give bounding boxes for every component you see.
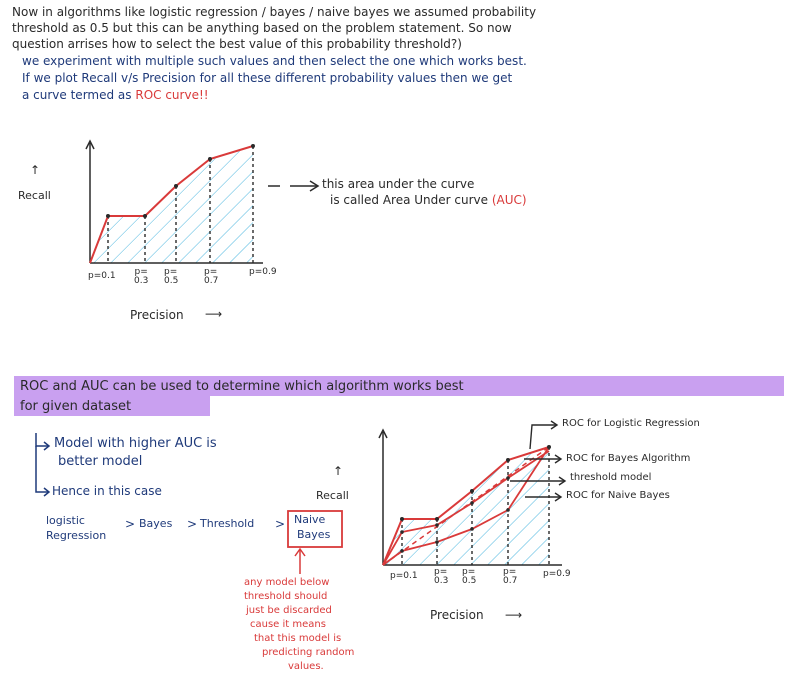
chart1-tick-2: p= 0.3 — [134, 267, 149, 286]
rank-logistic-2: Regression — [46, 529, 107, 542]
note-line-6: predicting random — [262, 647, 355, 658]
chart2-roc-naive — [382, 446, 550, 566]
chart2-points — [400, 445, 551, 553]
chart2-tick-3: p= 0.5 — [462, 567, 477, 586]
chart1-tick-4: p= 0.7 — [204, 267, 219, 286]
chart1 — [85, 139, 320, 264]
note-line-1: any model below — [244, 577, 330, 588]
point1-line-1: Model with higher AUC is — [54, 436, 217, 451]
rank-logistic-1: logistic — [46, 514, 85, 527]
rank-naive-2: Bayes — [297, 528, 331, 541]
rank-bayes: Bayes — [139, 517, 173, 530]
chart2-tick-2: p= 0.3 — [434, 567, 449, 586]
rank-gt-1: > — [125, 517, 136, 531]
heading-highlight-1 — [14, 376, 784, 396]
note-line-5: that this model is — [254, 633, 342, 644]
point1-line-2: better model — [58, 454, 143, 469]
note-line-2: threshold should — [244, 591, 328, 602]
note-line-3: just be discarded — [246, 605, 332, 616]
legend-bayes: ROC for Bayes Algorithm — [566, 453, 691, 464]
legend-naive: ROC for Naive Bayes — [566, 490, 670, 501]
naive-bayes-box — [287, 510, 343, 548]
chart2-tick-1: p=0.1 — [390, 571, 418, 581]
chart1-auc-area — [90, 146, 253, 263]
chart1-xlabel: Precision — [130, 308, 184, 322]
heading-highlight-2 — [14, 396, 210, 416]
chart2-legend-pointers — [510, 420, 567, 502]
legend-logistic: ROC for Logistic Regression — [562, 418, 700, 429]
chart2-tick-5: p=0.9 — [543, 569, 571, 579]
rank-gt-2: > — [187, 517, 198, 531]
chart1-tick-5: p=0.9 — [249, 267, 277, 277]
note-line-7: values. — [288, 661, 324, 672]
chart2-tick-4: p= 0.7 — [503, 567, 518, 586]
intro-line-2: threshold as 0.5 but this can be anythin… — [12, 21, 512, 35]
chart2-roc-bayes — [382, 450, 550, 566]
chart1-up-arrow: ↑ — [30, 163, 41, 177]
intro-line-4: we experiment with multiple such values … — [22, 54, 527, 68]
bullet-arrows — [35, 433, 51, 497]
intro-line-3: question arrises how to select the best … — [12, 37, 462, 51]
section2-heading-2: for given dataset — [20, 399, 132, 414]
auc-acronym: (AUC) — [491, 193, 527, 207]
rank-naive-1: Naive — [294, 513, 326, 526]
auc-note-line-2: is called Area Under curve (AUC) — [330, 193, 527, 207]
chart1-tick-3: p= 0.5 — [164, 267, 179, 286]
rank-threshold: Threshold — [200, 517, 255, 530]
intro-line-5: If we plot Recall v/s Precision for all … — [22, 71, 513, 85]
chart2-up-arrow: ↑ — [333, 464, 344, 478]
chart2 — [378, 420, 567, 566]
auc-note-line-1: this area under the curve — [322, 177, 475, 191]
chart2-ylabel: Recall — [316, 489, 349, 502]
chart1-ylabel: Recall — [18, 189, 51, 202]
rank-gt-3: > — [275, 517, 286, 531]
intro-line-6-prefix: a curve termed as — [22, 88, 132, 102]
note-line-4: cause it means — [250, 619, 326, 630]
chart1-x-arrow: ⟶ — [205, 307, 223, 321]
chart1-drop-lines — [107, 146, 254, 263]
roc-curve-highlight: ROC curve!! — [135, 88, 209, 102]
chart1-y-arrowhead — [85, 139, 95, 150]
intro-line-6: a curve termed as ROC curve!! — [22, 89, 209, 101]
chart1-points — [106, 144, 255, 218]
chart2-y-arrowhead — [378, 428, 388, 439]
chart2-x-arrow: ⟶ — [505, 608, 523, 622]
section2-heading-1: ROC and AUC can be used to determine whi… — [20, 379, 464, 394]
chart1-roc-curve — [89, 145, 254, 264]
legend-threshold: threshold model — [570, 472, 652, 483]
point2: Hence in this case — [52, 484, 162, 498]
chart2-xlabel: Precision — [430, 608, 484, 622]
intro-line-1: Now in algorithms like logistic regressi… — [12, 5, 537, 19]
chart1-tick-1: p=0.1 — [88, 271, 116, 281]
chart2-roc-logistic — [382, 446, 550, 566]
